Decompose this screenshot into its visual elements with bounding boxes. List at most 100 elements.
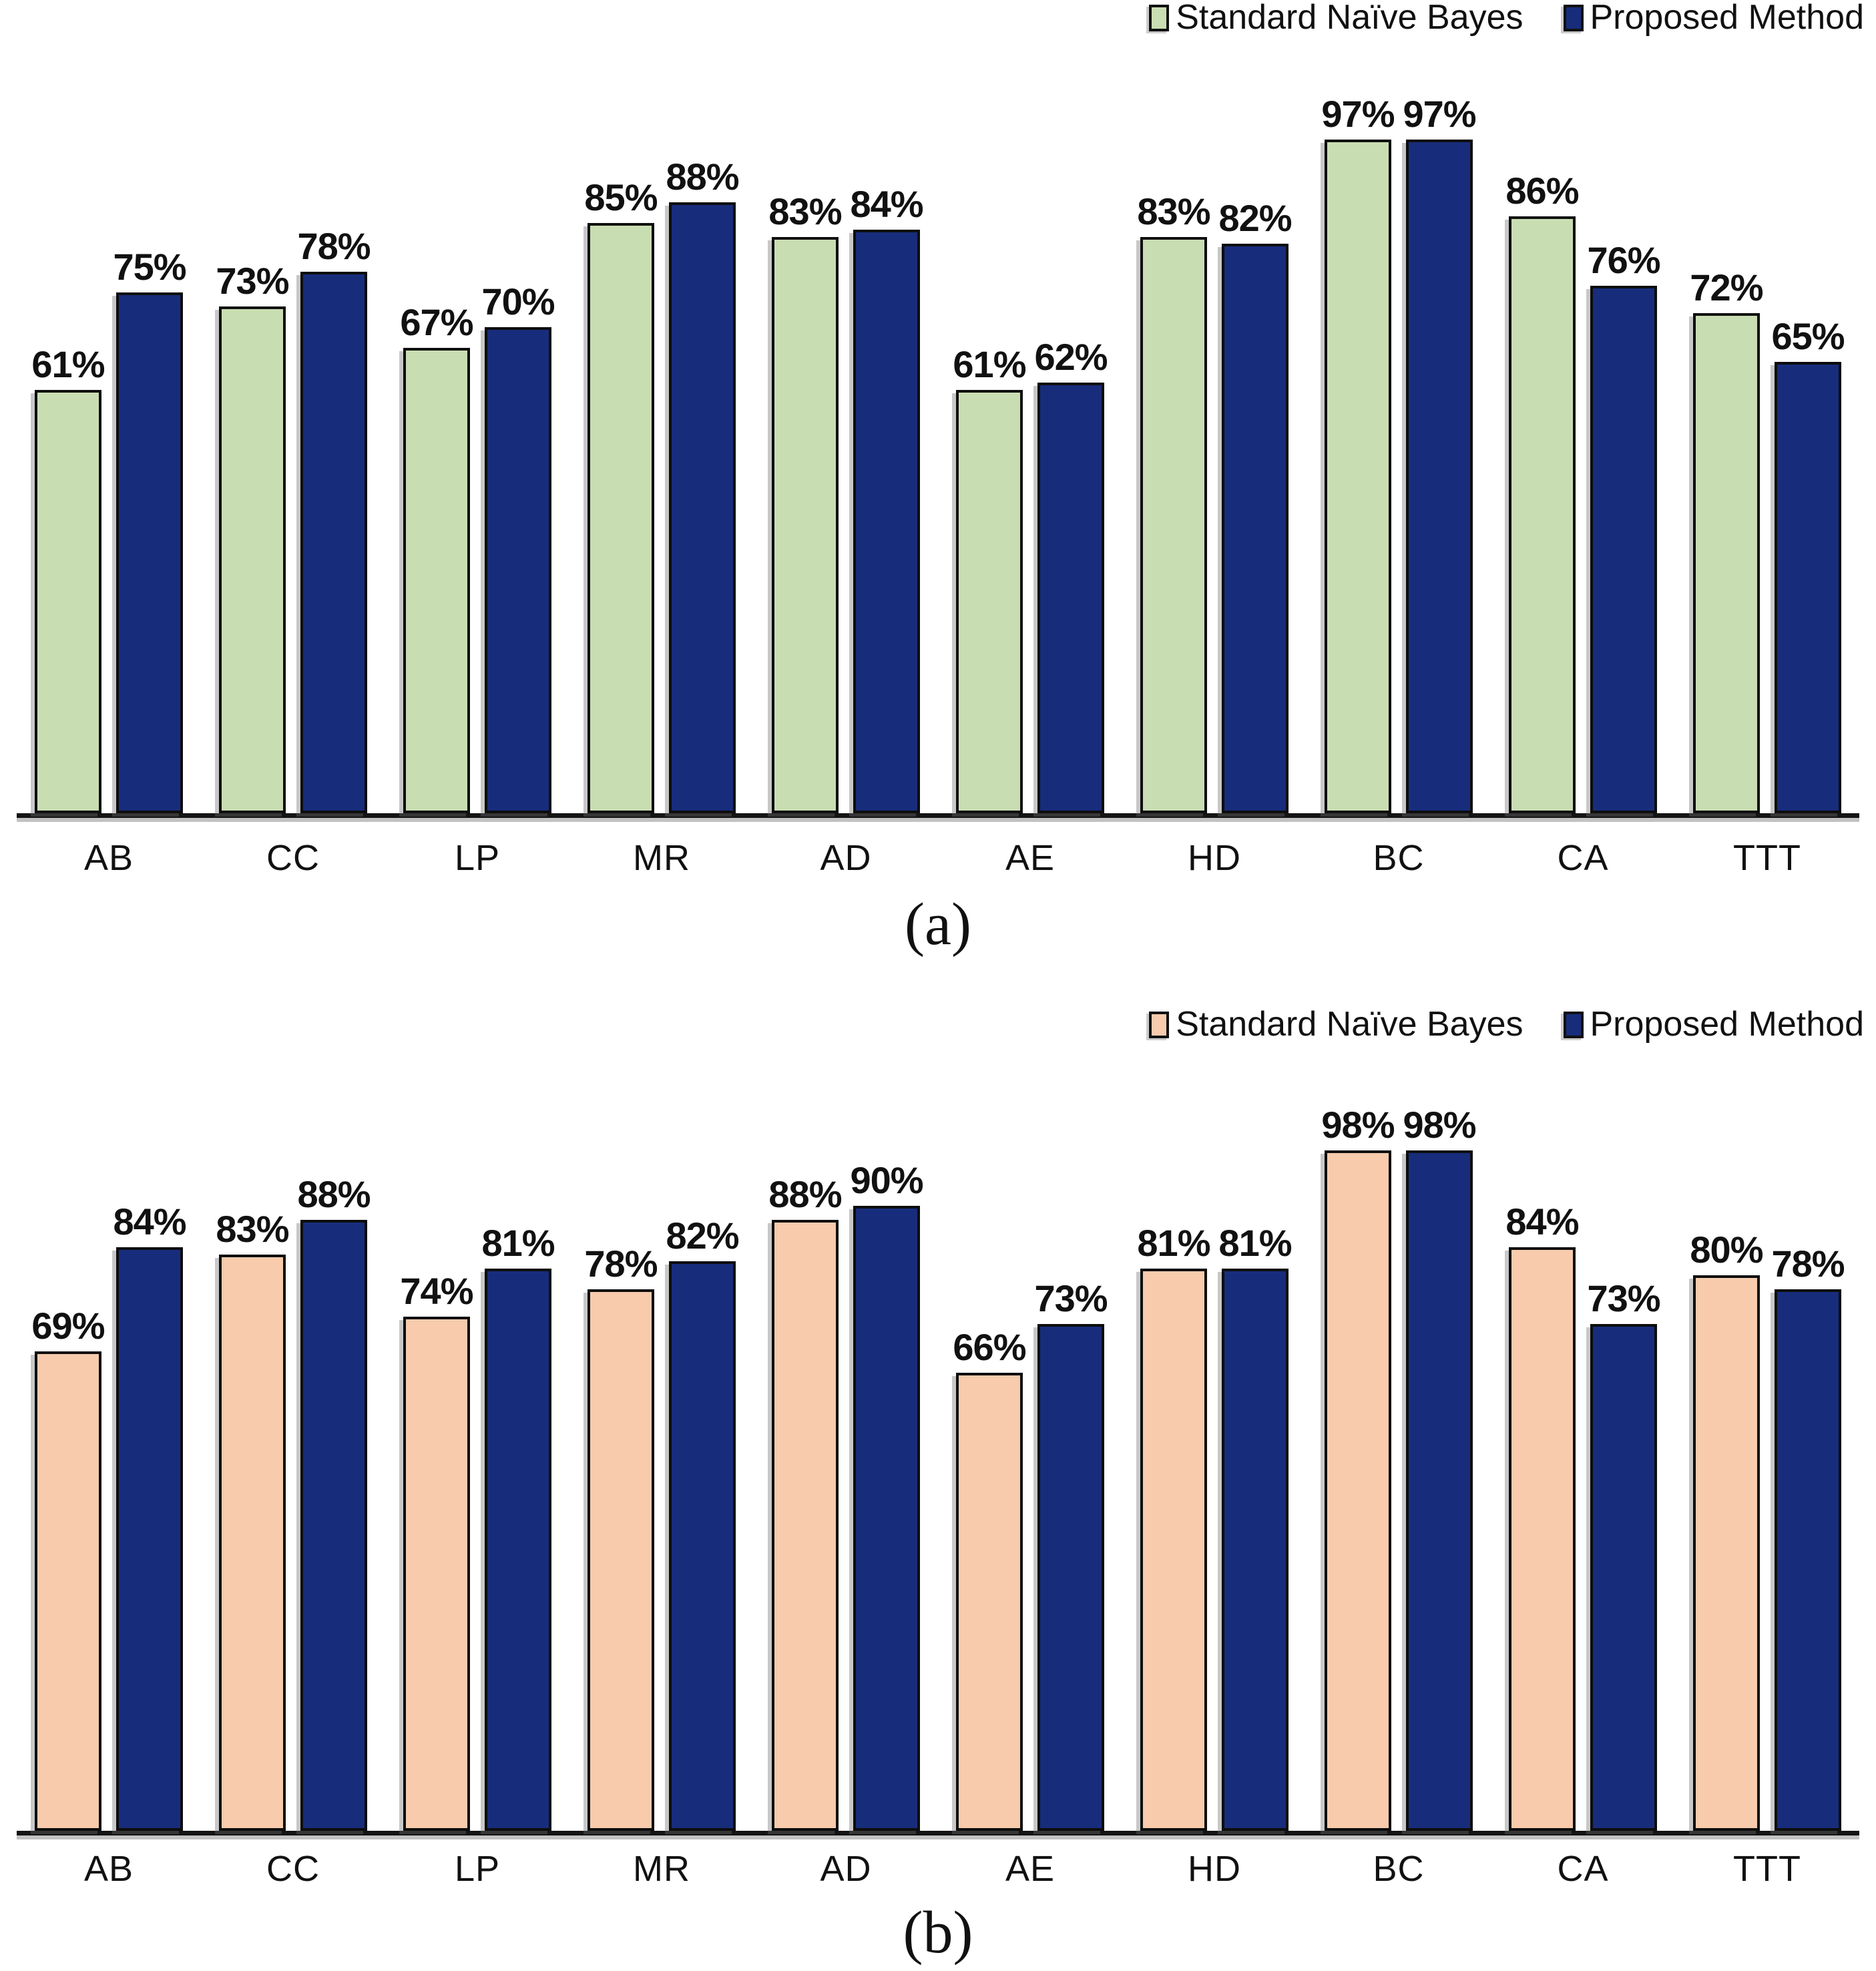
bar-value-label: 70% bbox=[481, 280, 555, 322]
bar-standard-naive-bayes bbox=[1324, 140, 1391, 813]
bar-value-label: 80% bbox=[1690, 1229, 1763, 1271]
bar-proposed-method bbox=[1037, 383, 1105, 813]
x-axis-label-cc: CC bbox=[266, 1849, 320, 1889]
bar-group-hd: 83% 82% bbox=[1122, 192, 1307, 813]
bar-and-label: 78% bbox=[584, 1242, 658, 1831]
bar-value-label: 98% bbox=[1321, 1103, 1395, 1146]
bar-value-label: 83% bbox=[216, 1207, 289, 1250]
bar-proposed-method bbox=[853, 230, 921, 813]
bar-proposed-method bbox=[1222, 1268, 1289, 1831]
bar-proposed-method bbox=[853, 1206, 921, 1831]
bar-value-label: 81% bbox=[1218, 1221, 1293, 1264]
bar-value-label: 88% bbox=[297, 1172, 371, 1215]
bar-value-label: 84% bbox=[113, 1200, 187, 1243]
bar-standard-naive-bayes bbox=[34, 1351, 101, 1831]
bar-and-label: 65% bbox=[1772, 318, 1845, 813]
legend-label-standard-naive-bayes: Standard Naïve Bayes bbox=[1176, 1005, 1523, 1044]
bar-and-label: 61% bbox=[953, 343, 1027, 813]
x-axis-label-ad: AD bbox=[820, 1849, 872, 1889]
x-axis-label-ca: CA bbox=[1557, 1849, 1609, 1889]
legend-label-standard-naive-bayes: Standard Naïve Bayes bbox=[1176, 0, 1523, 37]
bar-proposed-method bbox=[300, 271, 368, 813]
chart-b-legend: Standard Naïve Bayes Proposed Method bbox=[1149, 1005, 1865, 1044]
bar-value-label: 69% bbox=[31, 1305, 105, 1347]
bar-value-label: 72% bbox=[1690, 266, 1763, 309]
bar-and-label: 66% bbox=[953, 1328, 1027, 1831]
bar-proposed-method bbox=[116, 292, 184, 813]
bar-standard-naive-bayes bbox=[403, 1317, 470, 1831]
bar-value-label: 73% bbox=[216, 259, 289, 302]
x-axis-label-hd: HD bbox=[1188, 838, 1241, 878]
legend-swatch-standard-naive-bayes-icon bbox=[1149, 4, 1170, 31]
bar-group-cc: 73% 78% bbox=[201, 227, 385, 813]
bar-value-label: 97% bbox=[1403, 93, 1477, 136]
bar-value-label: 78% bbox=[584, 1242, 658, 1285]
chart-a-plot-area: 61% 75% 73% 78% 67% 70% 85% 88% 83% 84% 61% 62% 83% 8… bbox=[17, 95, 1859, 818]
bar-standard-naive-bayes bbox=[34, 389, 101, 813]
bar-and-label: 88% bbox=[666, 158, 740, 813]
bar-and-label: 97% bbox=[1321, 93, 1395, 813]
bar-and-label: 86% bbox=[1505, 172, 1580, 813]
bar-value-label: 97% bbox=[1321, 93, 1395, 136]
bar-and-label: 76% bbox=[1588, 241, 1661, 813]
bar-value-label: 88% bbox=[768, 1172, 842, 1215]
bar-group-lp: 74% 81% bbox=[385, 1224, 569, 1831]
x-axis-label-bc: BC bbox=[1373, 838, 1425, 878]
bar-proposed-method bbox=[485, 1268, 552, 1831]
chart-a-x-axis-labels: AB CC LP MR AD AE HD BC CA TTT bbox=[17, 837, 1859, 879]
legend-label-proposed-method: Proposed Method bbox=[1590, 1005, 1865, 1044]
bar-proposed-method bbox=[1406, 140, 1473, 813]
legend-item-standard-naive-bayes: Standard Naïve Bayes bbox=[1149, 1005, 1523, 1044]
bar-standard-naive-bayes bbox=[1324, 1150, 1391, 1831]
bar-proposed-method bbox=[1775, 362, 1842, 813]
bar-proposed-method bbox=[669, 202, 736, 813]
bar-standard-naive-bayes bbox=[1140, 1268, 1207, 1831]
bar-proposed-method bbox=[1590, 285, 1658, 813]
x-axis-label-mr: MR bbox=[633, 1849, 690, 1889]
bar-group-ad: 88% 90% bbox=[754, 1162, 938, 1831]
x-axis-label-ad: AD bbox=[820, 838, 872, 878]
bar-and-label: 83% bbox=[216, 1207, 290, 1831]
bar-and-label: 88% bbox=[768, 1172, 843, 1831]
bar-group-mr: 85% 88% bbox=[569, 158, 754, 813]
bar-and-label: 83% bbox=[1137, 192, 1211, 813]
legend-item-proposed-method: Proposed Method bbox=[1563, 0, 1865, 37]
bar-group-ad: 83% 84% bbox=[754, 186, 938, 813]
bar-and-label: 81% bbox=[482, 1224, 555, 1831]
legend-label-proposed-method: Proposed Method bbox=[1590, 0, 1865, 37]
bar-value-label: 73% bbox=[1587, 1277, 1661, 1319]
bar-group-ae: 66% 73% bbox=[938, 1277, 1122, 1831]
bar-group-cc: 83% 88% bbox=[201, 1172, 385, 1831]
bar-value-label: 82% bbox=[1218, 197, 1293, 240]
bar-standard-naive-bayes bbox=[771, 1219, 839, 1831]
bar-value-label: 84% bbox=[850, 183, 924, 226]
bar-and-label: 98% bbox=[1403, 1106, 1477, 1831]
legend-item-proposed-method: Proposed Method bbox=[1563, 1005, 1865, 1044]
bar-and-label: 88% bbox=[297, 1172, 371, 1831]
bar-proposed-method bbox=[1406, 1150, 1473, 1831]
x-axis-label-hd: HD bbox=[1188, 1849, 1241, 1889]
bar-standard-naive-bayes bbox=[587, 223, 654, 813]
bar-value-label: 61% bbox=[953, 343, 1026, 385]
x-axis-label-ttt: TTT bbox=[1733, 1849, 1801, 1889]
x-axis-label-ab: AB bbox=[83, 1849, 134, 1889]
bar-value-label: 82% bbox=[666, 1215, 740, 1257]
bar-proposed-method bbox=[300, 1219, 368, 1831]
bar-value-label: 61% bbox=[31, 343, 105, 385]
bar-group-bc: 98% 98% bbox=[1307, 1106, 1491, 1831]
bar-value-label: 73% bbox=[1034, 1277, 1108, 1319]
bar-and-label: 70% bbox=[482, 283, 555, 813]
bar-and-label: 78% bbox=[298, 227, 371, 813]
bar-and-label: 61% bbox=[31, 343, 105, 813]
bar-and-label: 73% bbox=[1034, 1277, 1108, 1831]
bar-value-label: 84% bbox=[1505, 1200, 1579, 1243]
bar-value-label: 67% bbox=[400, 301, 473, 344]
bar-standard-naive-bayes bbox=[1508, 216, 1576, 813]
bar-value-label: 65% bbox=[1771, 315, 1845, 357]
bar-and-label: 73% bbox=[1587, 1277, 1661, 1831]
chart-b-caption: (b) bbox=[903, 1900, 973, 1966]
bar-and-label: 62% bbox=[1035, 339, 1108, 813]
x-axis-label-ab: AB bbox=[83, 838, 134, 878]
bar-standard-naive-bayes bbox=[403, 348, 470, 813]
bar-standard-naive-bayes bbox=[955, 1372, 1023, 1831]
